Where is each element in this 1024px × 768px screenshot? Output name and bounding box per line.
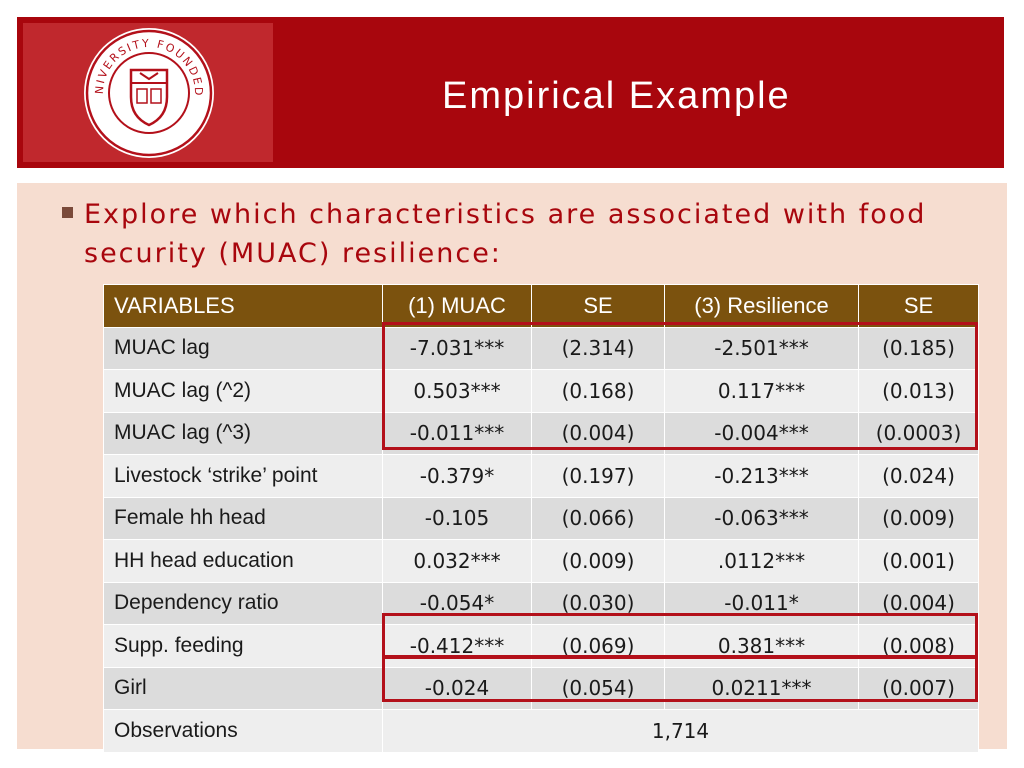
muac-coef-cell: -0.054* [382,581,532,625]
table-row: MUAC lag -7.031*** (2.314) -2.501*** (0.… [103,326,979,370]
table-row: Girl -0.024 (0.054) 0.0211*** (0.007) [103,666,979,710]
table-row: Livestock ‘strike’ point -0.379* (0.197)… [103,454,979,498]
resilience-coef-cell: -0.213*** [664,454,859,498]
col-header-muac: (1) MUAC [382,284,532,328]
resilience-se-cell: (0.001) [858,539,979,583]
resilience-coef-cell: -0.004*** [664,411,859,455]
observations-value: 1,714 [382,709,979,753]
muac-se-cell: (0.168) [531,369,665,413]
variable-cell: MUAC lag (^3) [103,411,383,455]
logo-panel: CORNELL UNIVERSITY FOUNDED A.D. 1865 [23,23,273,162]
muac-se-cell: (2.314) [531,326,665,370]
muac-coef-cell: -0.024 [382,666,532,710]
col-header-resilience: (3) Resilience [664,284,859,328]
muac-coef-cell: -7.031*** [382,326,532,370]
slide-title: Empirical Example [442,75,791,117]
slide-header: CORNELL UNIVERSITY FOUNDED A.D. 1865 Emp… [17,17,1004,168]
observations-row: Observations 1,714 [103,709,979,753]
variable-cell: Female hh head [103,496,383,540]
table-row: MUAC lag (^3) -0.011*** (0.004) -0.004**… [103,411,979,455]
col-header-se-2: SE [858,284,979,328]
variable-cell: MUAC lag [103,326,383,370]
muac-coef-cell: -0.412*** [382,624,532,668]
muac-se-cell: (0.030) [531,581,665,625]
variable-cell: Dependency ratio [103,581,383,625]
col-header-se-1: SE [531,284,665,328]
muac-coef-cell: -0.105 [382,496,532,540]
resilience-se-cell: (0.0003) [858,411,979,455]
regression-table: VARIABLES (1) MUAC SE (3) Resilience SE … [103,284,979,753]
resilience-coef-cell: 0.117*** [664,369,859,413]
muac-se-cell: (0.197) [531,454,665,498]
table-row: Dependency ratio -0.054* (0.030) -0.011*… [103,581,979,625]
resilience-se-cell: (0.009) [858,496,979,540]
variable-cell: Supp. feeding [103,624,383,668]
resilience-coef-cell: 0.0211*** [664,666,859,710]
table-row: Supp. feeding -0.412*** (0.069) 0.381***… [103,624,979,668]
muac-coef-cell: -0.011*** [382,411,532,455]
bullet-text: Explore which characteristics are associ… [84,195,984,273]
resilience-coef-cell: -2.501*** [664,326,859,370]
muac-coef-cell: -0.379* [382,454,532,498]
col-header-variables: VARIABLES [103,284,383,328]
muac-se-cell: (0.054) [531,666,665,710]
muac-coef-cell: 0.503*** [382,369,532,413]
resilience-coef-cell: -0.063*** [664,496,859,540]
variable-cell: Livestock ‘strike’ point [103,454,383,498]
resilience-se-cell: (0.185) [858,326,979,370]
variable-cell: Girl [103,666,383,710]
resilience-se-cell: (0.004) [858,581,979,625]
muac-coef-cell: 0.032*** [382,539,532,583]
bullet-square-icon [62,207,73,218]
resilience-coef-cell: -0.011* [664,581,859,625]
resilience-se-cell: (0.008) [858,624,979,668]
muac-se-cell: (0.004) [531,411,665,455]
resilience-se-cell: (0.024) [858,454,979,498]
resilience-coef-cell: 0.381*** [664,624,859,668]
muac-se-cell: (0.069) [531,624,665,668]
resilience-se-cell: (0.013) [858,369,979,413]
observations-label: Observations [103,709,383,753]
resilience-se-cell: (0.007) [858,666,979,710]
table-row: HH head education 0.032*** (0.009) .0112… [103,539,979,583]
resilience-coef-cell: .0112*** [664,539,859,583]
table-row: Female hh head -0.105 (0.066) -0.063*** … [103,496,979,540]
bullet-line-1: Explore which characteristics are associ… [84,199,927,230]
muac-se-cell: (0.066) [531,496,665,540]
variable-cell: MUAC lag (^2) [103,369,383,413]
variable-cell: HH head education [103,539,383,583]
cornell-seal-logo: CORNELL UNIVERSITY FOUNDED A.D. 1865 [81,25,214,158]
bullet-line-2: security (MUAC) resilience: [84,238,502,269]
muac-se-cell: (0.009) [531,539,665,583]
table-row: MUAC lag (^2) 0.503*** (0.168) 0.117*** … [103,369,979,413]
table-header-row: VARIABLES (1) MUAC SE (3) Resilience SE [103,284,979,328]
